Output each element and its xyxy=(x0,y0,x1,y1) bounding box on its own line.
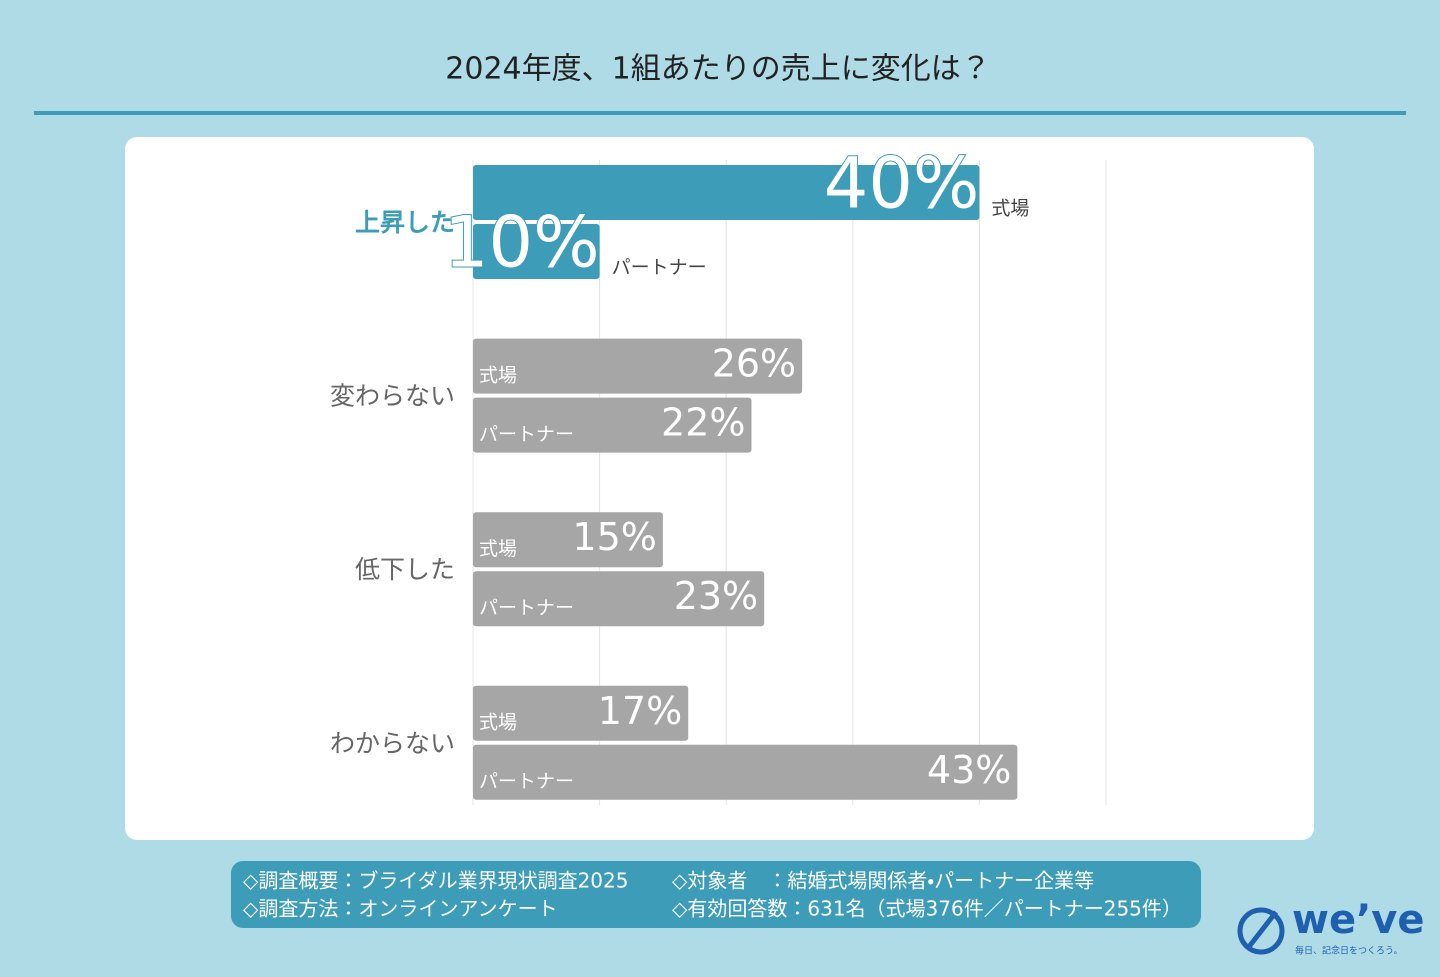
logo-icon xyxy=(1246,910,1278,950)
series-label: パートナー xyxy=(479,597,574,619)
bar xyxy=(473,512,663,568)
series-label: 式場 xyxy=(479,712,517,734)
bar xyxy=(473,338,803,394)
value-label: 10% xyxy=(444,202,600,284)
series-label: パートナー xyxy=(479,771,574,793)
category-label: わからない xyxy=(330,729,455,758)
value-label: 22% xyxy=(661,401,745,445)
notes-box xyxy=(231,861,1201,928)
note: ◇調査方法：オンラインアンケート xyxy=(243,897,558,921)
logo-icon xyxy=(1237,907,1285,955)
bar xyxy=(473,224,600,279)
bar xyxy=(473,571,765,627)
bar xyxy=(473,744,1018,800)
value-label: 23% xyxy=(674,574,758,618)
category-label: 上昇した xyxy=(355,208,455,237)
title-rule xyxy=(34,111,1406,115)
value-label: 15% xyxy=(572,515,656,559)
category-label: 変わらない xyxy=(330,382,455,411)
value-label: 17% xyxy=(598,689,682,733)
value-label: 26% xyxy=(712,342,796,386)
value-label: 40% xyxy=(824,143,980,225)
chart-title: 2024年度、1組あたりの売上に変化は？ xyxy=(445,52,990,87)
logo-tagline: 毎日、記念日をつくろう。 xyxy=(1295,945,1402,957)
bar xyxy=(473,685,689,741)
logo: we’ve 毎日、記念日をつくろう。 xyxy=(1237,897,1424,957)
chart-panel xyxy=(125,137,1314,840)
note: ◇有効回答数：631名（式場376件／パートナー255件） xyxy=(672,897,1182,921)
note: ◇調査概要：ブライダル業界現状調査2025 xyxy=(243,869,628,893)
bar xyxy=(473,397,752,453)
value-label: 43% xyxy=(927,748,1011,792)
bar xyxy=(473,165,980,220)
series-label: パートナー xyxy=(479,424,574,446)
series-label: パートナー xyxy=(612,257,707,279)
series-label: 式場 xyxy=(479,538,517,560)
series-label: 式場 xyxy=(479,365,517,387)
series-label: 式場 xyxy=(991,198,1029,220)
logo-text: we’ve xyxy=(1292,897,1424,943)
note: ◇対象者 ：結婚式場関係者・パートナー企業等 xyxy=(672,869,1094,893)
category-label: 低下した xyxy=(355,555,455,584)
